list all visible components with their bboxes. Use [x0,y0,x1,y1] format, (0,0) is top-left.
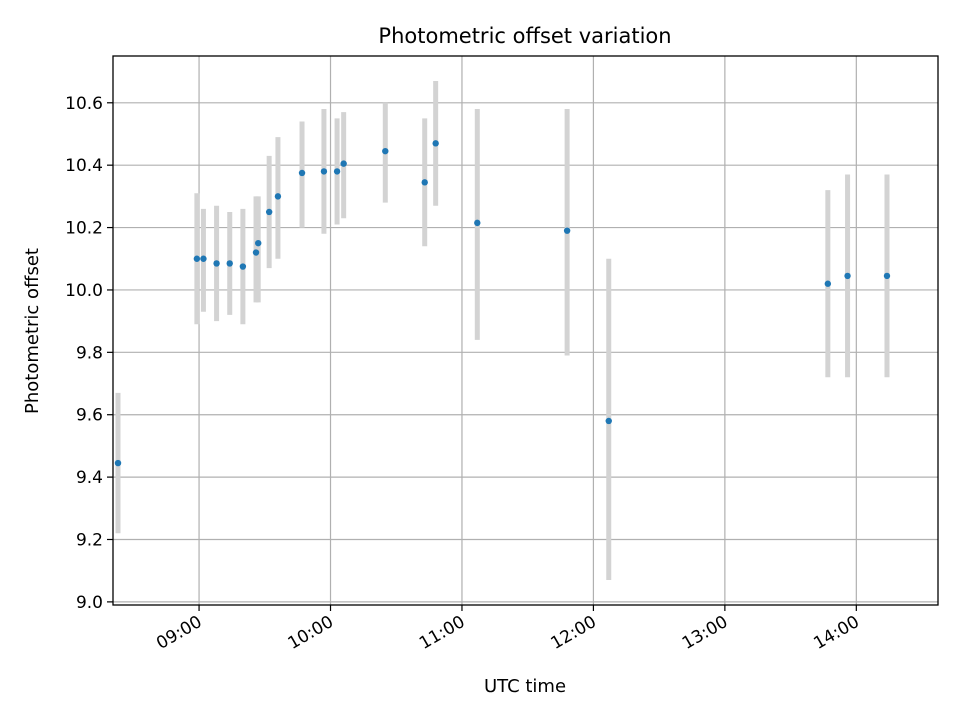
data-point [382,147,389,155]
data-point [252,249,260,256]
data-point [114,459,122,467]
y-axis-label: Photometric offset [22,248,43,414]
y-tick-label: 9.6 [76,406,103,426]
y-tick-label: 9.4 [76,468,103,488]
data-point [239,263,247,270]
y-tick-label: 10.2 [65,219,103,239]
data-point [200,255,207,262]
data-point [265,208,273,216]
chart-title: Photometric offset variation [378,24,671,48]
data-point [193,255,201,262]
data-point [883,272,891,280]
data-point [605,417,612,425]
y-tick-label: 10.4 [65,156,103,176]
data-points [114,140,891,467]
data-point [255,239,262,247]
y-tick-label: 9.8 [76,343,103,363]
data-point [432,140,439,147]
data-point [298,169,306,177]
data-point [563,227,571,234]
data-point [474,219,481,227]
data-point [213,260,220,267]
y-axis-ticks: 9.0 9.2 9.4 9.6 9.8 10.0 10.2 10.4 10.6 [65,94,113,613]
plot-area-frame [112,55,939,606]
y-tick-label: 9.0 [76,593,103,613]
x-axis-label: UTC time [484,676,566,697]
data-point [226,260,233,267]
y-tick-label: 9.2 [76,530,103,550]
y-tick-label: 10.6 [65,94,103,114]
data-point [421,179,428,186]
data-point [824,280,832,287]
data-point [844,272,851,280]
y-tick-label: 10.0 [65,281,103,301]
grid-lines [113,56,938,605]
data-point [333,168,341,175]
data-point [274,193,282,200]
data-point [320,168,328,175]
data-point [340,160,347,167]
